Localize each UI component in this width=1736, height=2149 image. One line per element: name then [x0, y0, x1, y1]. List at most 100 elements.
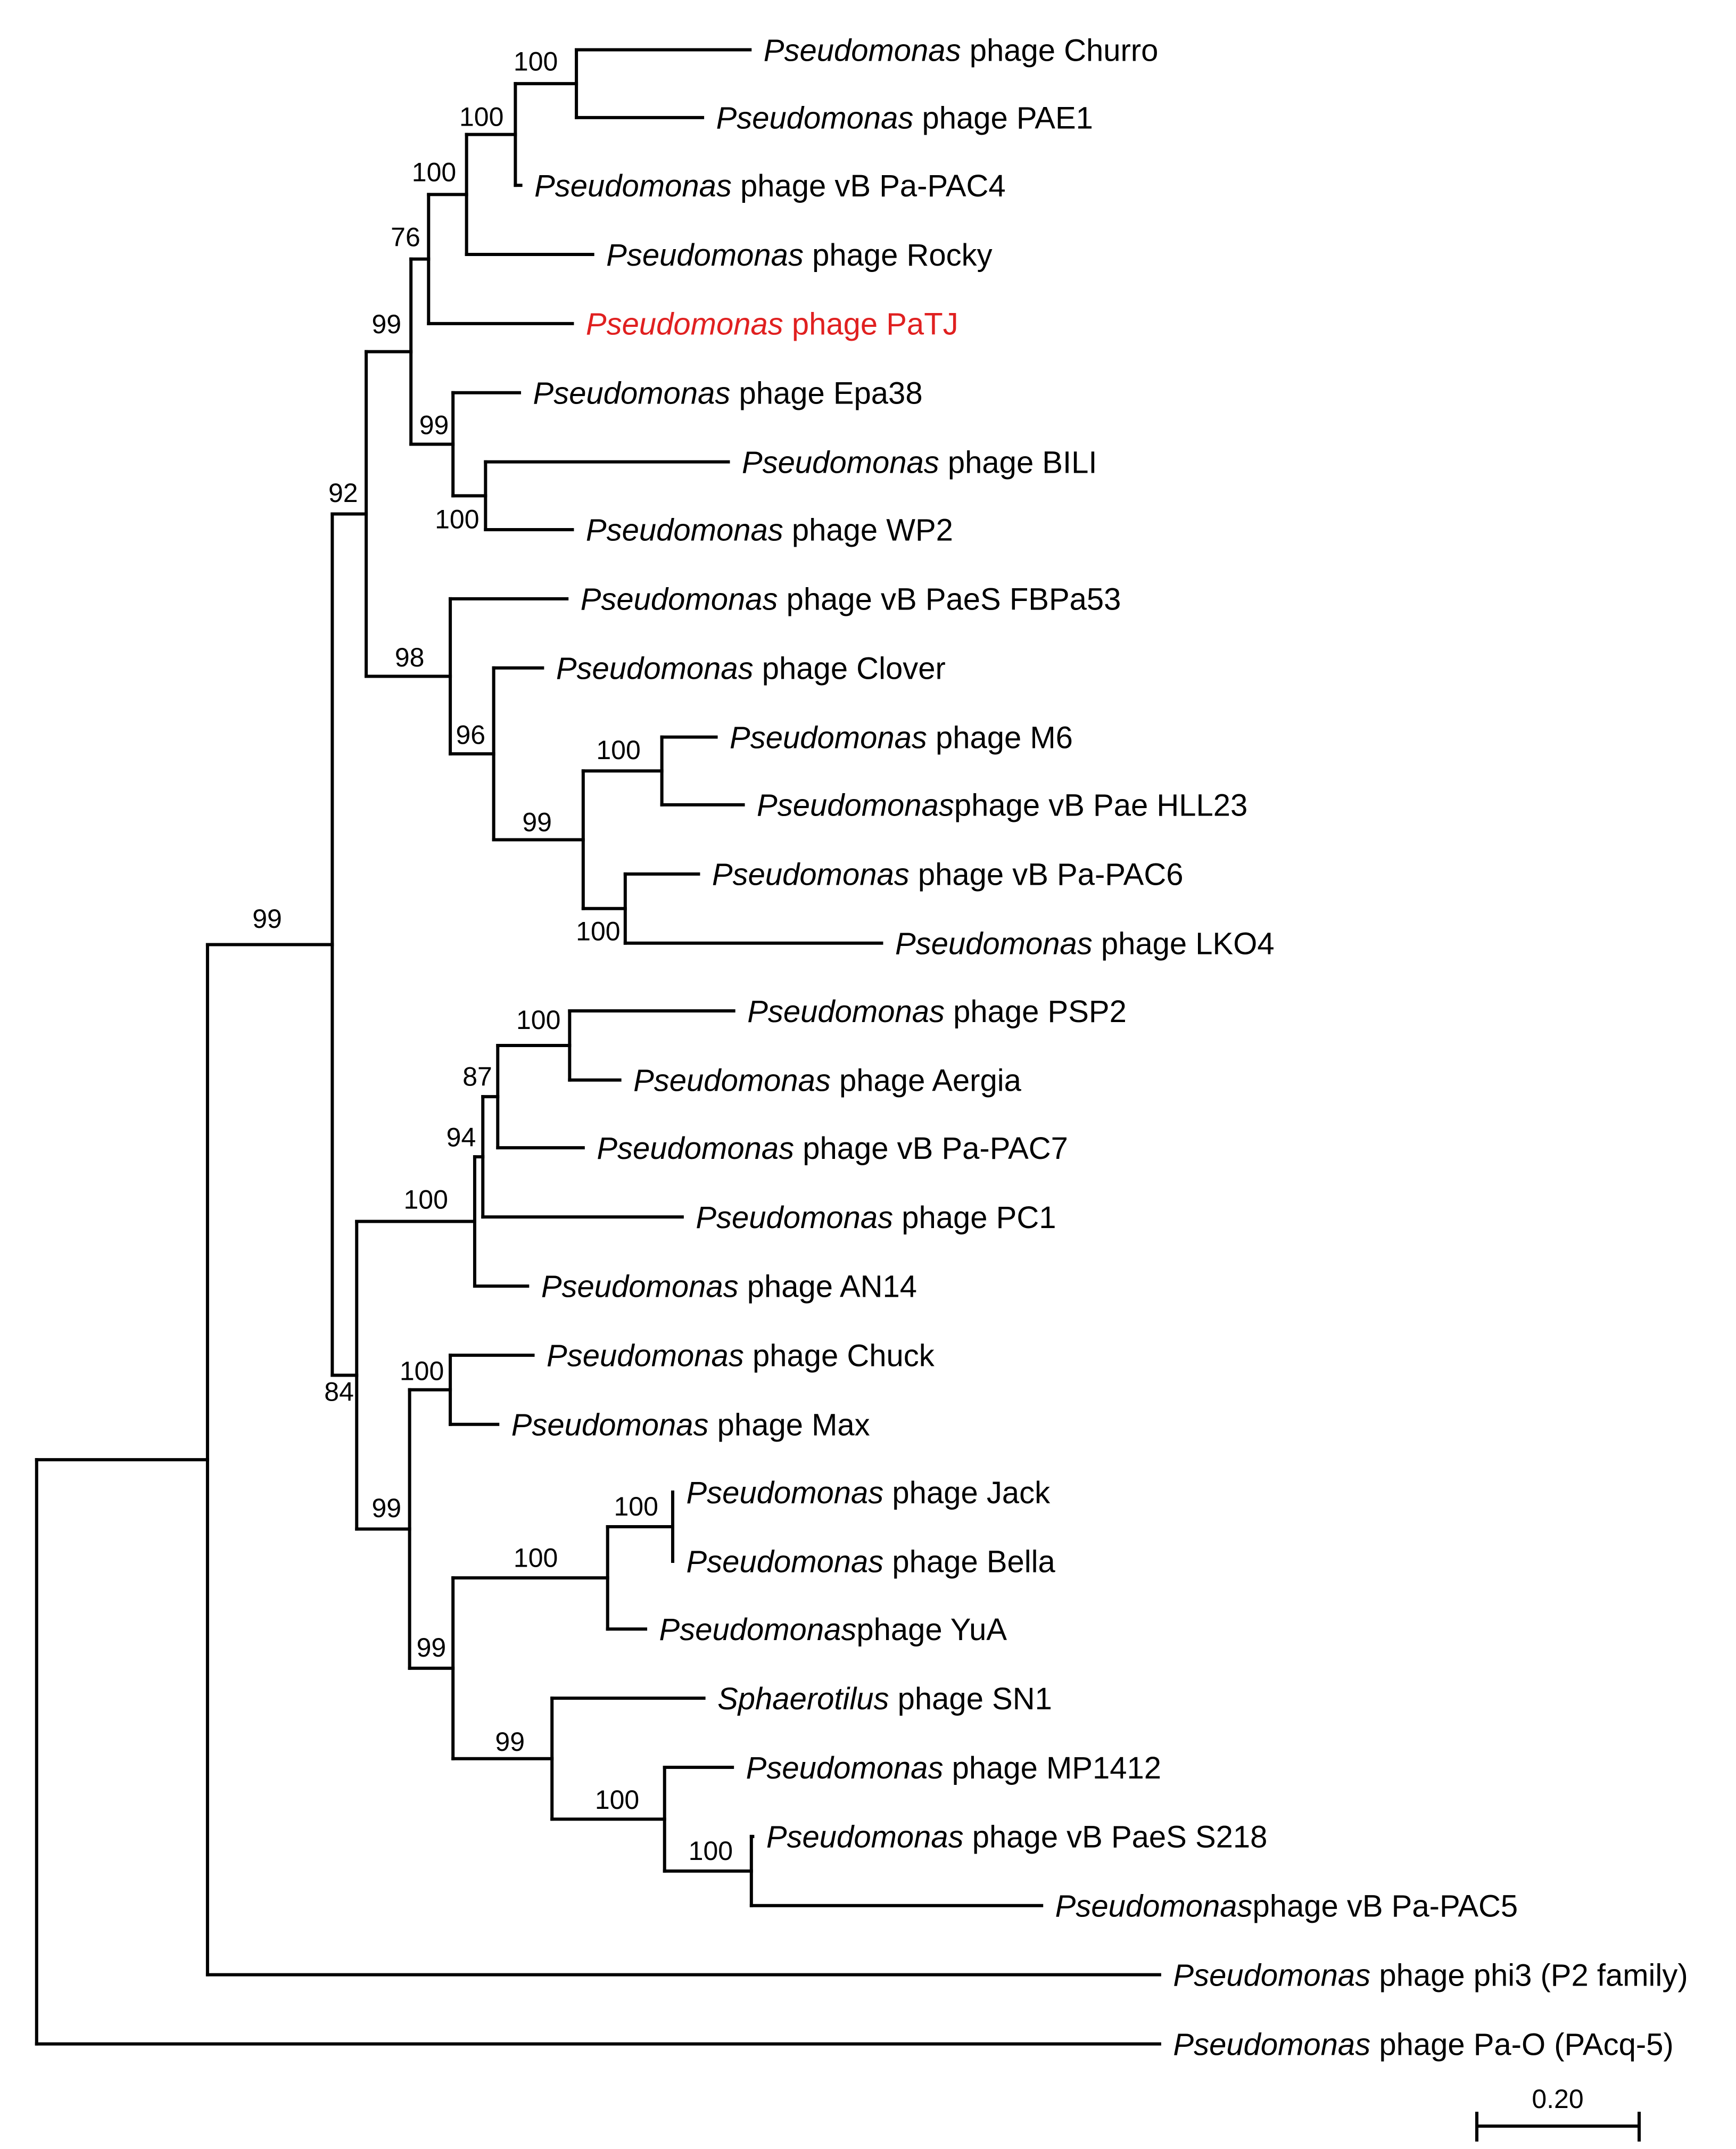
bootstrap-value: 100 [595, 1785, 639, 1815]
bootstrap-value: 100 [459, 102, 503, 131]
bootstrap-value: 100 [403, 1184, 448, 1214]
taxon-label: Pseudomonas phage WP2 [586, 513, 953, 548]
taxon-name: phage PAE1 [913, 101, 1093, 136]
bootstrap-value: 96 [456, 720, 485, 750]
taxon-genus: Pseudomonas [764, 33, 961, 68]
bootstrap-value: 99 [495, 1727, 525, 1757]
taxon-label: Pseudomonas phage vB Pa-PAC7 [597, 1131, 1068, 1166]
taxon-genus: Pseudomonas [746, 1751, 944, 1785]
taxon-genus: Pseudomonas [659, 1612, 857, 1647]
bootstrap-value: 99 [252, 904, 282, 934]
bootstrap-value: 100 [614, 1492, 658, 1521]
bootstrap-value: 100 [516, 1005, 560, 1035]
bootstrap-value: 99 [419, 410, 449, 440]
taxon-label: Pseudomonas phage Epa38 [533, 376, 923, 411]
bootstrap-value: 100 [400, 1356, 444, 1386]
taxon-name: phage vB Pa-PAC4 [732, 169, 1006, 203]
bootstrap-value: 99 [522, 807, 552, 837]
taxon-name: phage vB PaeS S218 [964, 1820, 1268, 1855]
taxon-genus: Pseudomonas [716, 101, 914, 136]
taxon-label: Pseudomonas phage Clover [556, 652, 946, 686]
taxon-genus: Pseudomonas [1055, 1889, 1253, 1924]
bootstrap-value: 100 [435, 504, 479, 534]
taxon-genus: Pseudomonas [547, 1339, 744, 1373]
taxon-genus: Pseudomonas [633, 1064, 831, 1098]
bootstrap-value: 98 [395, 643, 425, 672]
taxon-genus: Sphaerotilus [717, 1682, 889, 1716]
taxon-label: Pseudomonas phage M6 [730, 720, 1073, 755]
taxon-label: Pseudomonas phage Aergia [633, 1064, 1022, 1098]
taxon-name: phage vB Pa-PAC7 [794, 1131, 1068, 1166]
taxon-label: Pseudomonas phage PSP2 [747, 994, 1127, 1029]
bootstrap-value: 84 [324, 1377, 354, 1407]
taxon-genus: Pseudomonas [687, 1545, 884, 1579]
taxon-name: phage phi3 (P2 family) [1370, 1958, 1688, 1992]
bootstrap-value: 87 [462, 1061, 492, 1091]
taxon-name: phage Clover [754, 652, 946, 686]
taxon-label: Pseudomonas phage PaTJ [586, 307, 958, 342]
taxon-label: Pseudomonas phage Bella [687, 1545, 1056, 1579]
taxon-name: phage PSP2 [945, 994, 1127, 1029]
taxon-name: phage M6 [927, 720, 1073, 755]
taxon-name: phage YuA [856, 1612, 1007, 1647]
bootstrap-value: 99 [371, 309, 401, 339]
taxon-genus: Pseudomonas [757, 788, 954, 823]
taxon-label: Pseudomonas phage Churro [764, 33, 1159, 68]
taxon-label: Pseudomonas phage Jack [687, 1476, 1051, 1510]
taxon-label: Pseudomonasphage vB Pae HLL23 [757, 788, 1247, 823]
taxon-label: Pseudomonas phage phi3 (P2 family) [1173, 1958, 1688, 1992]
taxon-label: Pseudomonas phage Max [511, 1408, 870, 1443]
taxon-name: phage WP2 [783, 513, 953, 548]
taxon-genus: Pseudomonas [687, 1476, 884, 1510]
bootstrap-value: 99 [417, 1633, 447, 1662]
taxon-label: Pseudomonas phage PC1 [696, 1200, 1056, 1235]
bootstrap-value: 100 [412, 157, 456, 187]
taxon-name: phage Churro [961, 33, 1159, 68]
taxon-genus: Pseudomonas [712, 858, 910, 892]
taxon-label: Pseudomonas phage Rocky [606, 238, 992, 273]
taxon-name: phage Pa-O (PAcq-5) [1370, 2027, 1674, 2062]
taxon-label: Pseudomonas phage PAE1 [716, 101, 1093, 136]
taxon-name: phage Chuck [744, 1339, 935, 1373]
bootstrap-value: 94 [447, 1123, 476, 1152]
bootstrap-value: 100 [596, 735, 640, 765]
taxon-label: Pseudomonas phage LKO4 [895, 926, 1275, 961]
taxon-label: Pseudomonas phage Pa-O (PAcq-5) [1173, 2027, 1673, 2062]
taxon-name: phage SN1 [889, 1682, 1052, 1716]
taxon-name: phage vB Pa-PAC6 [910, 858, 1184, 892]
taxon-name: phage Rocky [804, 238, 993, 273]
bootstrap-value: 100 [689, 1836, 733, 1866]
taxon-genus: Pseudomonas [1173, 2027, 1370, 2062]
taxon-genus: Pseudomonas [730, 720, 927, 755]
taxon-genus: Pseudomonas [581, 582, 778, 617]
taxon-label: Pseudomonas phage vB PaeS FBPa53 [581, 582, 1121, 617]
taxon-label: Pseudomonas phage MP1412 [746, 1751, 1161, 1785]
taxon-name: phage BILI [939, 445, 1097, 480]
taxon-name: phage vB Pae HLL23 [954, 788, 1247, 823]
taxon-genus: Pseudomonas [586, 513, 783, 548]
taxon-name: phage vB Pa-PAC5 [1252, 1889, 1518, 1924]
taxon-label: Sphaerotilus phage SN1 [717, 1682, 1052, 1716]
taxon-genus: Pseudomonas [541, 1270, 739, 1304]
taxon-name: phage Jack [883, 1476, 1051, 1510]
bootstrap-value: 100 [514, 46, 558, 76]
taxon-genus: Pseudomonas [747, 994, 945, 1029]
bootstrap-value: 100 [514, 1543, 558, 1572]
taxon-genus: Pseudomonas [606, 238, 804, 273]
taxon-name: phage MP1412 [943, 1751, 1161, 1785]
bootstrap-value: 100 [576, 917, 620, 946]
taxon-genus: Pseudomonas [586, 307, 783, 342]
bootstrap-value: 99 [371, 1493, 401, 1523]
scale-bar-label: 0.20 [1532, 2084, 1583, 2114]
taxon-genus: Pseudomonas [696, 1200, 893, 1235]
taxon-genus: Pseudomonas [533, 376, 731, 411]
taxon-name: phage PaTJ [783, 307, 958, 342]
taxon-label: Pseudomonas phage AN14 [541, 1270, 917, 1304]
taxon-label: Pseudomonas phage Chuck [547, 1339, 935, 1373]
taxon-label: Pseudomonas phage vB PaeS S218 [766, 1820, 1268, 1855]
taxon-name: phage LKO4 [1093, 926, 1275, 961]
taxon-name: phage vB PaeS FBPa53 [778, 582, 1121, 617]
taxon-genus: Pseudomonas [534, 169, 732, 203]
taxon-label: Pseudomonasphage vB Pa-PAC5 [1055, 1889, 1518, 1924]
